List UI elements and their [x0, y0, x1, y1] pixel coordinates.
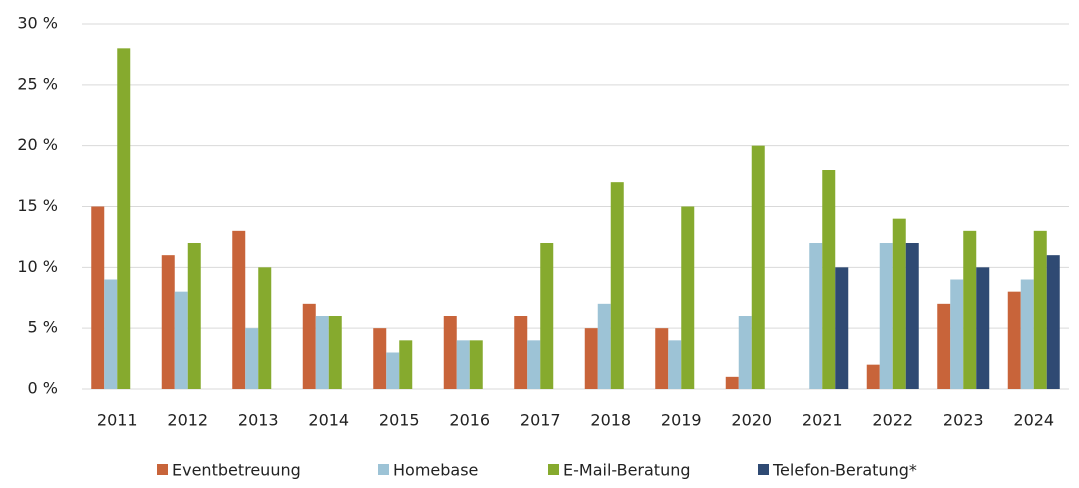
y-tick-label: 0 % — [28, 379, 58, 398]
legend-label: Eventbetreuung — [172, 461, 301, 480]
bar — [809, 243, 823, 389]
legend-label: E-Mail-Beratung — [563, 461, 691, 480]
bar — [1046, 255, 1060, 389]
bar — [1007, 291, 1021, 389]
x-tick-label: 2022 — [872, 411, 913, 430]
bar — [655, 328, 669, 389]
bar — [1033, 230, 1047, 389]
bar — [822, 170, 836, 389]
bar — [976, 267, 990, 389]
x-tick-label: 2012 — [167, 411, 208, 430]
bar — [751, 145, 765, 389]
bar — [963, 230, 977, 389]
bar — [91, 206, 105, 389]
bar — [540, 243, 554, 389]
legend-label: Homebase — [393, 461, 478, 480]
bar — [584, 328, 598, 389]
bar — [456, 340, 470, 389]
bar — [514, 316, 528, 389]
bar — [681, 206, 695, 389]
bar — [399, 340, 413, 389]
bar — [161, 255, 175, 389]
bar — [937, 303, 951, 389]
x-tick-label: 2019 — [661, 411, 702, 430]
x-tick-label: 2024 — [1013, 411, 1054, 430]
x-tick-label: 2015 — [379, 411, 420, 430]
bar — [950, 279, 964, 389]
bar — [866, 364, 880, 389]
x-tick-label: 2020 — [731, 411, 772, 430]
x-tick-label: 2023 — [943, 411, 984, 430]
bar — [469, 340, 483, 389]
y-tick-label: 25 % — [17, 74, 58, 93]
bar — [738, 316, 752, 389]
bar — [373, 328, 387, 389]
bar — [174, 291, 188, 389]
y-tick-label: 5 % — [28, 318, 58, 337]
x-tick-label: 2021 — [802, 411, 843, 430]
bar — [597, 303, 611, 389]
legend-swatch — [548, 464, 559, 475]
bar — [302, 303, 316, 389]
bar — [879, 243, 893, 389]
bar — [232, 230, 246, 389]
bar — [187, 243, 201, 389]
x-tick-label: 2016 — [449, 411, 490, 430]
bar — [1020, 279, 1034, 389]
legend-swatch — [378, 464, 389, 475]
y-tick-label: 30 % — [17, 14, 58, 33]
bar — [892, 218, 906, 389]
legend-swatch — [758, 464, 769, 475]
bar — [610, 182, 624, 389]
bar — [117, 48, 131, 389]
x-tick-label: 2017 — [520, 411, 561, 430]
bar — [905, 243, 919, 389]
bar — [104, 279, 118, 389]
bar — [443, 316, 457, 389]
bar — [315, 316, 329, 389]
x-tick-label: 2014 — [308, 411, 349, 430]
bar — [245, 328, 259, 389]
x-tick-label: 2018 — [590, 411, 631, 430]
bar — [328, 316, 342, 389]
y-tick-label: 20 % — [17, 135, 58, 154]
legend-swatch — [157, 464, 168, 475]
y-tick-label: 15 % — [17, 196, 58, 215]
bar — [835, 267, 849, 389]
bar — [527, 340, 541, 389]
legend-label: Telefon-Beratung* — [772, 461, 917, 480]
y-tick-label: 10 % — [17, 257, 58, 276]
bar — [668, 340, 682, 389]
x-tick-label: 2011 — [97, 411, 138, 430]
bar — [386, 352, 400, 389]
bar — [258, 267, 272, 389]
x-tick-label: 2013 — [238, 411, 279, 430]
bar — [725, 376, 739, 389]
